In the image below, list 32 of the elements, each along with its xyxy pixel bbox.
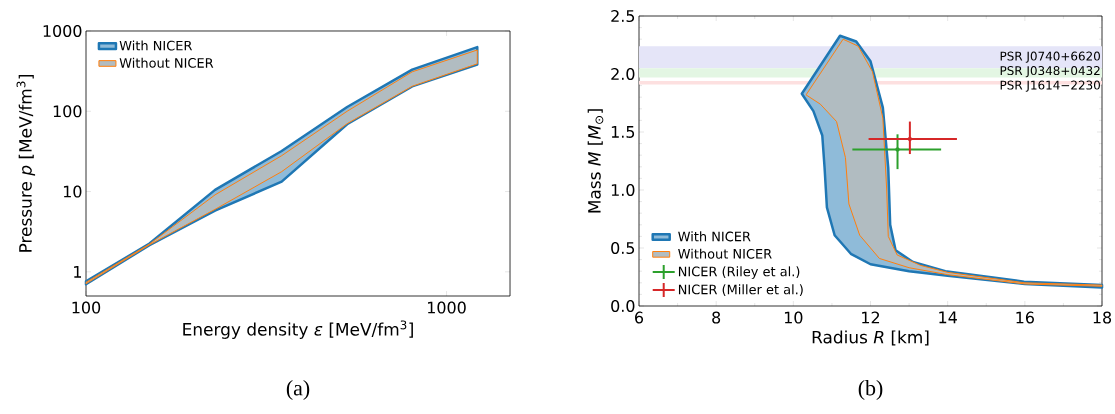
x-tick-label: 16 — [1016, 311, 1034, 324]
y-axis-title: Pressure p [MeV/fm$^{3}$] — [16, 75, 36, 252]
y-tick-label: 1.0 — [611, 183, 635, 197]
x-tick-label: 10 — [784, 311, 803, 324]
band-label: PSR J0740+6620 — [1000, 51, 1100, 63]
x-tick-label: 18 — [1093, 311, 1112, 324]
legend-label: Without NICER — [119, 57, 214, 68]
x-axis-title: Energy density ε [MeV/fm$^{3}$] — [183, 320, 413, 339]
band-label: PSR J1614−2230 — [1000, 80, 1100, 92]
y-tick-label: 10 — [63, 185, 82, 198]
y-tick-label: 2.0 — [611, 67, 635, 81]
y-tick-label: 0.5 — [611, 241, 635, 255]
text: (a) — [286, 380, 310, 400]
band-label: PSR J0348+0432 — [1000, 66, 1100, 78]
y-tick-label: 0.0 — [611, 299, 635, 313]
legend-label: With NICER — [678, 231, 751, 242]
legend-label: Without NICER — [678, 248, 772, 259]
x-tick-label: 14 — [939, 311, 957, 324]
y-tick-label: 2.5 — [611, 9, 635, 23]
y-tick-label: 1000 — [43, 24, 82, 38]
legend-label: NICER (Miller et al.) — [678, 284, 803, 296]
x-tick-label: 8 — [712, 311, 721, 324]
legend-label: NICER (Riley et al.) — [678, 266, 800, 279]
y-axis-title: Mass M [M$_{⊙}$] — [587, 109, 604, 213]
y-tick-label: 1.5 — [611, 126, 635, 138]
legend-label: With NICER — [119, 40, 193, 51]
x-tick-label: 6 — [635, 311, 644, 324]
text: (b) — [858, 380, 883, 400]
y-tick-label: 1 — [74, 266, 82, 278]
x-axis-title: Radius R [km] — [812, 330, 929, 346]
y-tick-label: 100 — [53, 105, 82, 118]
x-tick-label: 12 — [862, 311, 880, 324]
